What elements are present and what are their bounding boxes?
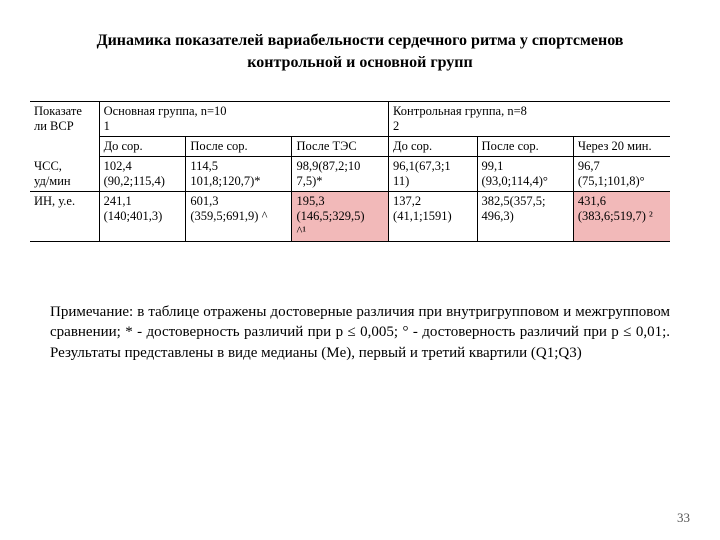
row-chss-ctrl-after: 99,1 (93,0;114,4)°: [477, 157, 573, 192]
header-ctrl-20min: Через 20 мин.: [573, 137, 670, 157]
table-row: ЧСС, уд/мин 102,4 (90,2;115,4) 114,5 101…: [30, 157, 670, 192]
header-main-after: После сор.: [186, 137, 292, 157]
page: Динамика показателей вариабельности серд…: [0, 0, 720, 540]
row-in-label: ИН, у.е.: [30, 192, 99, 242]
header-param: Показате ли ВСР: [30, 102, 99, 157]
header-ctrl-after: После сор.: [477, 137, 573, 157]
header-main-tes: После ТЭС: [292, 137, 389, 157]
row-chss-main-before: 102,4 (90,2;115,4): [99, 157, 186, 192]
title-line-2: контрольной и основной групп: [247, 54, 472, 71]
row-in-ctrl-after: 382,5(357,5; 496,3): [477, 192, 573, 242]
header-main-before: До сор.: [99, 137, 186, 157]
row-in-ctrl-20min: 431,6 (383,6;519,7) ²: [573, 192, 670, 242]
footnote: Примечание: в таблице отражены достоверн…: [50, 302, 670, 363]
row-in-ctrl-before: 137,2 (41,1;1591): [389, 192, 478, 242]
data-table: Показате ли ВСР Основная группа, n=10 1 …: [30, 101, 670, 242]
row-chss-ctrl-20min: 96,7 (75,1;101,8)°: [573, 157, 670, 192]
table-row: ИН, у.е. 241,1 (140;401,3) 601,3 (359,5;…: [30, 192, 670, 242]
header-ctrl-before: До сор.: [389, 137, 478, 157]
row-chss-main-tes: 98,9(87,2;10 7,5)*: [292, 157, 389, 192]
row-in-main-tes: 195,3 (146,5;329,5) ^¹: [292, 192, 389, 242]
title-line-1: Динамика показателей вариабельности серд…: [97, 32, 624, 49]
row-chss-label: ЧСС, уд/мин: [30, 157, 99, 192]
row-chss-main-after: 114,5 101,8;120,7)*: [186, 157, 292, 192]
row-in-main-before: 241,1 (140;401,3): [99, 192, 186, 242]
header-ctrl-group: Контрольная группа, n=8 2: [389, 102, 670, 137]
page-number: 33: [677, 510, 690, 526]
row-in-main-after: 601,3 (359,5;691,9) ^: [186, 192, 292, 242]
row-chss-ctrl-before: 96,1(67,3;1 11): [389, 157, 478, 192]
page-title: Динамика показателей вариабельности серд…: [50, 30, 670, 73]
header-main-group: Основная группа, n=10 1: [99, 102, 388, 137]
